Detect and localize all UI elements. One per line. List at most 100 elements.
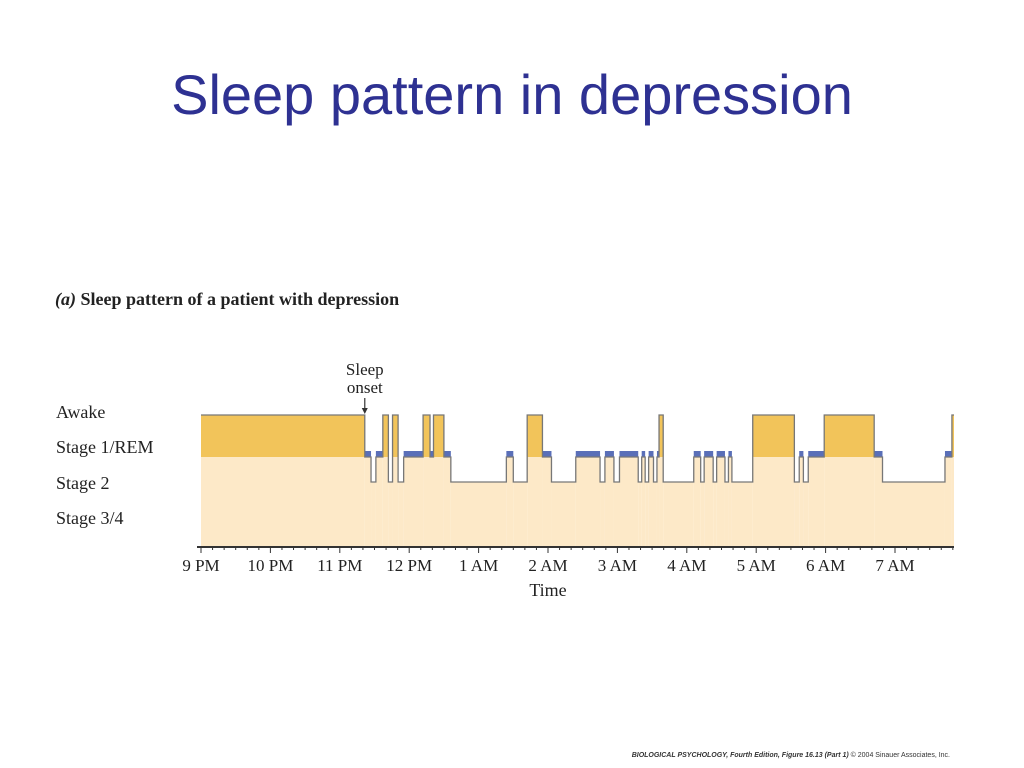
sleep-onset-arrow-head: [361, 408, 368, 414]
stage-area-30: [659, 415, 664, 547]
stage-area-49: [951, 415, 954, 547]
stage-area-19: [575, 457, 601, 547]
stage-area-33: [700, 482, 705, 547]
x-tick-label-5: 2 AM: [528, 556, 567, 575]
x-tick-label-8: 5 AM: [737, 556, 776, 575]
stage-area-28: [653, 482, 657, 547]
stage-area-8: [403, 457, 424, 547]
stage-area-34: [704, 457, 714, 547]
rem-bar-21: [604, 451, 614, 457]
stage-area-42: [799, 457, 804, 547]
x-tick-label-1: 10 PM: [247, 556, 293, 575]
figure-caption-letter: (a): [55, 289, 76, 309]
awake-block-9: [423, 415, 431, 457]
x-tick-label-7: 4 AM: [667, 556, 706, 575]
stage-area-15: [513, 482, 528, 547]
stage-area-36: [716, 457, 725, 547]
x-tick-label-10: 7 AM: [875, 556, 914, 575]
sleep-onset-label-line-1: onset: [347, 378, 383, 397]
y-category-label-2: Stage 2: [56, 473, 110, 493]
stage-area-24: [638, 482, 642, 547]
credit-book: BIOLOGICAL PSYCHOLOGY, Fourth Edition, F…: [631, 752, 849, 759]
stage-area-10: [430, 457, 434, 547]
rem-bar-25: [641, 451, 646, 457]
credit-copyright: © 2004 Sinauer Associates, Inc.: [850, 752, 950, 759]
stage-area-27: [648, 457, 654, 547]
stage-area-9: [423, 415, 431, 547]
stage-area-3: [375, 457, 383, 547]
stage-area-46: [874, 457, 883, 547]
figure-credit: BIOLOGICAL PSYCHOLOGY, Fourth Edition, F…: [632, 752, 950, 759]
rem-bar-29: [656, 451, 660, 457]
awake-block-45: [824, 415, 875, 457]
rem-bar-46: [874, 451, 883, 457]
stage-area-47: [882, 482, 945, 547]
x-tick-label-4: 1 AM: [459, 556, 498, 575]
rem-bar-38: [728, 451, 732, 457]
stage-area-14: [506, 457, 514, 547]
stage-area-43: [803, 482, 809, 547]
rem-bar-27: [648, 451, 654, 457]
stage-area-11: [433, 415, 444, 547]
stage-area-7: [398, 482, 404, 547]
x-tick-label-6: 3 AM: [598, 556, 637, 575]
rem-bar-19: [575, 451, 601, 457]
awake-block-30: [659, 415, 664, 457]
y-category-label-1: Stage 1/REM: [56, 437, 154, 457]
awake-block-6: [392, 415, 399, 457]
rem-bar-32: [693, 451, 701, 457]
rem-bar-23: [619, 451, 639, 457]
y-category-label-0: Awake: [56, 402, 105, 422]
stage-area-2: [371, 482, 376, 547]
rem-bar-12: [443, 451, 451, 457]
rem-bar-10: [430, 451, 434, 457]
x-tick-label-2: 11 PM: [317, 556, 362, 575]
awake-block-16: [527, 415, 543, 457]
rem-bar-8: [403, 451, 424, 457]
stage-area-4: [382, 415, 389, 547]
stage-area-26: [645, 482, 649, 547]
stage-area-29: [656, 457, 660, 547]
x-axis-title: Time: [529, 580, 566, 600]
figure-caption: (a) Sleep pattern of a patient with depr…: [55, 289, 399, 310]
awake-block-4: [382, 415, 389, 457]
stage-area-38: [728, 457, 732, 547]
rem-bar-1: [364, 451, 372, 457]
sleep-onset-label-line-0: Sleep: [346, 360, 384, 379]
figure-caption-text: Sleep pattern of a patient with depressi…: [80, 289, 400, 309]
rem-bar-3: [375, 451, 383, 457]
x-tick-label-9: 6 AM: [806, 556, 845, 575]
hypnogram-trace: [201, 414, 954, 483]
rem-bar-42: [799, 451, 804, 457]
awake-block-49: [951, 415, 954, 457]
rem-bar-36: [716, 451, 725, 457]
rem-bar-14: [506, 451, 514, 457]
x-tick-label-0: 9 PM: [182, 556, 219, 575]
stage-area-41: [794, 482, 800, 547]
stage-area-20: [600, 482, 605, 547]
stage-area-13: [450, 482, 507, 547]
awake-block-11: [433, 415, 444, 457]
stage-area-32: [693, 457, 701, 547]
awake-block-0: [201, 415, 365, 457]
stage-area-37: [724, 482, 729, 547]
rem-bar-48: [944, 451, 952, 457]
x-tick-label-3: 12 PM: [386, 556, 432, 575]
stage-area-18: [551, 482, 576, 547]
stage-area-23: [619, 457, 639, 547]
stage-area-5: [388, 482, 393, 547]
stage-area-31: [663, 482, 694, 547]
stage-area-39: [731, 482, 753, 547]
stage-area-22: [613, 482, 620, 547]
stage-area-25: [641, 457, 646, 547]
y-category-label-3: Stage 3/4: [56, 508, 124, 528]
stage-area-44: [808, 457, 825, 547]
rem-bar-34: [704, 451, 714, 457]
stage-area-21: [604, 457, 614, 547]
stage-area-35: [713, 482, 717, 547]
slide-title: Sleep pattern in depression: [171, 63, 853, 126]
awake-block-40: [752, 415, 795, 457]
stage-area-17: [542, 457, 552, 547]
stage-area-12: [443, 457, 451, 547]
